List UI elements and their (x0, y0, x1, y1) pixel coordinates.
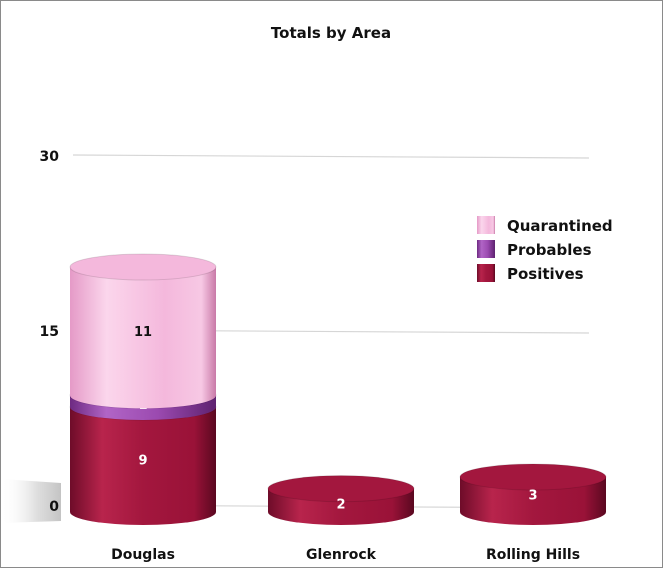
data-label: 11 (134, 325, 152, 340)
y-tick-label: 15 (40, 324, 59, 340)
y-tick-label: 0 (49, 499, 59, 515)
bar-stack: 2 (267, 475, 415, 525)
legend-label: Positives (507, 265, 584, 283)
chart-title: Totals by Area (271, 24, 391, 42)
y-tick-label: 30 (40, 149, 60, 165)
gridline (72, 154, 590, 159)
x-category-label: Douglas (111, 547, 175, 563)
floor-shadow (1, 479, 61, 523)
data-label: 3 (528, 489, 537, 504)
data-label: 2 (336, 497, 345, 512)
bar-segment (70, 407, 216, 525)
bar-stack: 9111 (69, 253, 217, 525)
bar-segment (70, 267, 216, 409)
data-label: 9 (138, 454, 147, 469)
bar-segment (460, 477, 606, 525)
legend-swatch (477, 216, 495, 234)
legend-swatch (477, 264, 495, 282)
bar-stack: 3 (459, 463, 607, 525)
x-category-label: Glenrock (306, 547, 377, 563)
bar-layer: 911123 (69, 253, 607, 525)
legend: Quarantined Probables Positives (477, 216, 613, 283)
legend-label: Probables (507, 241, 592, 259)
bar-segment-top (69, 253, 217, 281)
x-category-label: Rolling Hills (486, 547, 580, 563)
y-axis-ticks: 0 15 30 (40, 149, 60, 515)
legend-swatch (477, 240, 495, 258)
bar-segment-top (267, 475, 415, 503)
legend-label: Quarantined (507, 217, 613, 235)
bar-segment-top (459, 463, 607, 491)
x-axis-categories: Douglas Glenrock Rolling Hills (111, 547, 580, 563)
